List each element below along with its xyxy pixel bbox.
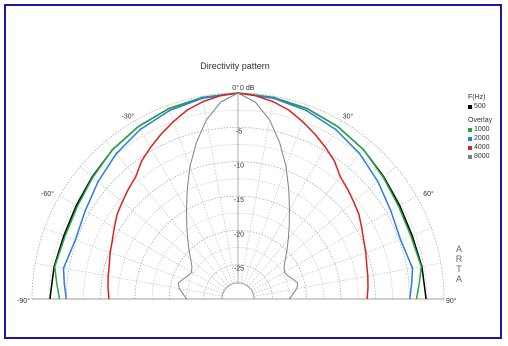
legend-label: 8000 (474, 153, 490, 160)
radial-tick-label: -20 (234, 231, 244, 238)
legend-swatch (468, 136, 472, 141)
angle-tick-label: 60° (423, 190, 434, 198)
polar-plot: Directivity pattern -90° -60° -30° 0° 30° 60°… (17, 61, 457, 305)
legend-entry: 500 (468, 102, 492, 111)
angle-spoke (245, 120, 342, 286)
legend-swatch (468, 145, 472, 150)
angle-spoke (243, 105, 309, 285)
angle-spoke (59, 195, 225, 292)
legend-swatch (468, 154, 472, 159)
angle-tick-label: 90° (446, 297, 457, 305)
angle-spoke (167, 105, 233, 285)
radial-gridline (31, 92, 445, 300)
center-arc (221, 282, 255, 300)
angle-spoke (252, 228, 432, 294)
chart-frame: Directivity pattern -90° -60° -30° 0° 30° 60°… (4, 4, 502, 339)
radial-tick-label: -10 (234, 163, 244, 170)
legend-label: 1000 (474, 126, 490, 133)
angle-tick-label: 30° (343, 112, 354, 120)
angle-tick-label: -60° (41, 190, 54, 198)
radial-gridline (134, 195, 342, 300)
angle-spoke (79, 166, 227, 290)
angle-spoke (105, 140, 229, 288)
angle-spoke (44, 228, 224, 294)
angle-tick-label: -30° (122, 112, 135, 120)
legend-overlay-header: Overlay (468, 117, 493, 124)
series-line-8000 (177, 92, 299, 300)
radial-tick-label: -15 (234, 197, 244, 204)
axis-labels: -90° -60° -30° 0° 30° 60° 90° 0 dB -5 -10 -15 -20 -2… (17, 84, 457, 305)
angle-tick-label: -90° (17, 297, 30, 305)
radial-tick-label: -5 (236, 128, 242, 135)
legend-entry: 4000 (468, 143, 492, 152)
chart-title: Directivity pattern (200, 61, 270, 71)
radial-gridline (186, 247, 290, 300)
legend-swatch (468, 104, 472, 109)
legend-label: 2000 (474, 135, 490, 142)
angle-spoke (134, 120, 231, 286)
legend-swatch (468, 127, 472, 132)
radial-gridline (83, 144, 393, 300)
radial-gridline (151, 213, 325, 300)
angle-spoke (249, 166, 397, 290)
legend: F(Hz) 500 Overlay 1000 2000 4000 8000 (468, 93, 492, 161)
legend-entry: 8000 (468, 152, 492, 161)
angle-spoke (201, 96, 236, 284)
legend-entry: 2000 (468, 134, 492, 143)
polar-grid (31, 92, 445, 300)
angle-tick-label: 0° (232, 84, 239, 92)
series-layer (49, 92, 427, 300)
legend-entry: 1000 (468, 125, 492, 134)
legend-label: 500 (474, 103, 486, 110)
angle-spoke (247, 140, 371, 288)
radial-gridline (168, 229, 308, 300)
radial-tick-label: 0 dB (240, 85, 255, 92)
radial-tick-label: -25 (234, 266, 244, 273)
angle-spoke (240, 96, 275, 284)
angle-spoke (251, 195, 417, 292)
radial-gridline (220, 281, 256, 300)
radial-gridline (65, 127, 411, 300)
radial-gridline (48, 109, 428, 300)
legend-label: 4000 (474, 144, 490, 151)
legend-header: F(Hz) (468, 94, 486, 101)
